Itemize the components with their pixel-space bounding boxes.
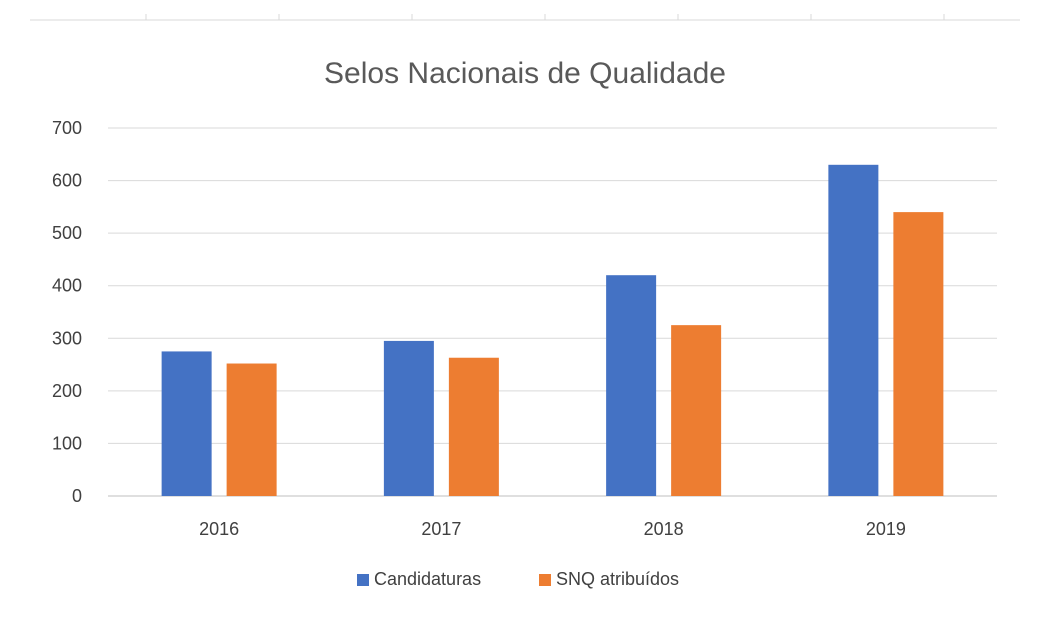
y-tick-label: 0 (72, 486, 82, 506)
bar-snq-atribu-dos-2017 (448, 357, 499, 496)
bar-candidaturas-2016 (161, 351, 212, 496)
y-tick-label: 300 (52, 328, 82, 348)
bars (161, 164, 944, 497)
y-tick-label: 700 (52, 118, 82, 138)
x-tick-label: 2019 (866, 519, 906, 539)
legend: Candidaturas SNQ atribuídos (357, 569, 679, 589)
y-axis: 0 100 200 300 400 500 600 700 (52, 118, 82, 506)
legend-swatch-snq-atribu-dos (539, 574, 551, 586)
x-tick-label: 2016 (199, 519, 239, 539)
legend-label: SNQ atribuídos (556, 569, 679, 589)
x-axis: 2016 2017 2018 2019 (199, 519, 906, 539)
y-tick-label: 500 (52, 223, 82, 243)
top-frame-line (30, 14, 1020, 21)
bar-candidaturas-2017 (383, 340, 434, 496)
bar-snq-atribu-dos-2016 (226, 363, 277, 496)
x-tick-label: 2017 (421, 519, 461, 539)
x-tick-label: 2018 (644, 519, 684, 539)
bar-candidaturas-2018 (606, 275, 657, 496)
y-tick-label: 100 (52, 433, 82, 453)
y-tick-label: 200 (52, 381, 82, 401)
bar-snq-atribu-dos-2019 (893, 212, 944, 496)
chart-title: Selos Nacionais de Qualidade (324, 57, 726, 90)
y-tick-label: 400 (52, 276, 82, 296)
bar-candidaturas-2019 (828, 164, 879, 497)
bar-snq-atribu-dos-2018 (671, 325, 722, 496)
legend-swatch-candidaturas (357, 574, 369, 586)
legend-label: Candidaturas (374, 569, 481, 589)
y-tick-label: 600 (52, 171, 82, 191)
